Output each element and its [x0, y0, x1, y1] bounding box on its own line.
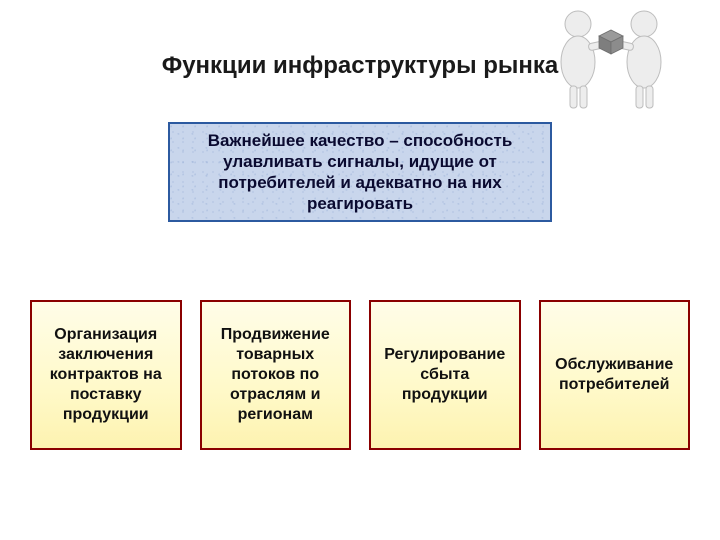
key-quality-text: Важнейшее качество – способность улавлив…	[184, 130, 536, 215]
function-card-4: Обслуживание потребителей	[539, 300, 691, 450]
function-card-2: Продвижение товарных потоков по отраслям…	[200, 300, 352, 450]
function-card-1: Организация заключения контрактов на пос…	[30, 300, 182, 450]
function-card-3: Регулирование сбыта продукции	[369, 300, 521, 450]
key-quality-box: Важнейшее качество – способность улавлив…	[168, 122, 552, 222]
function-card-2-text: Продвижение товарных потоков по отраслям…	[208, 325, 344, 425]
function-card-4-text: Обслуживание потребителей	[547, 355, 683, 395]
handoff-illustration	[540, 0, 680, 110]
function-card-1-text: Организация заключения контрактов на пос…	[38, 325, 174, 425]
function-card-3-text: Регулирование сбыта продукции	[377, 345, 513, 405]
function-cards-row: Организация заключения контрактов на пос…	[30, 300, 690, 450]
